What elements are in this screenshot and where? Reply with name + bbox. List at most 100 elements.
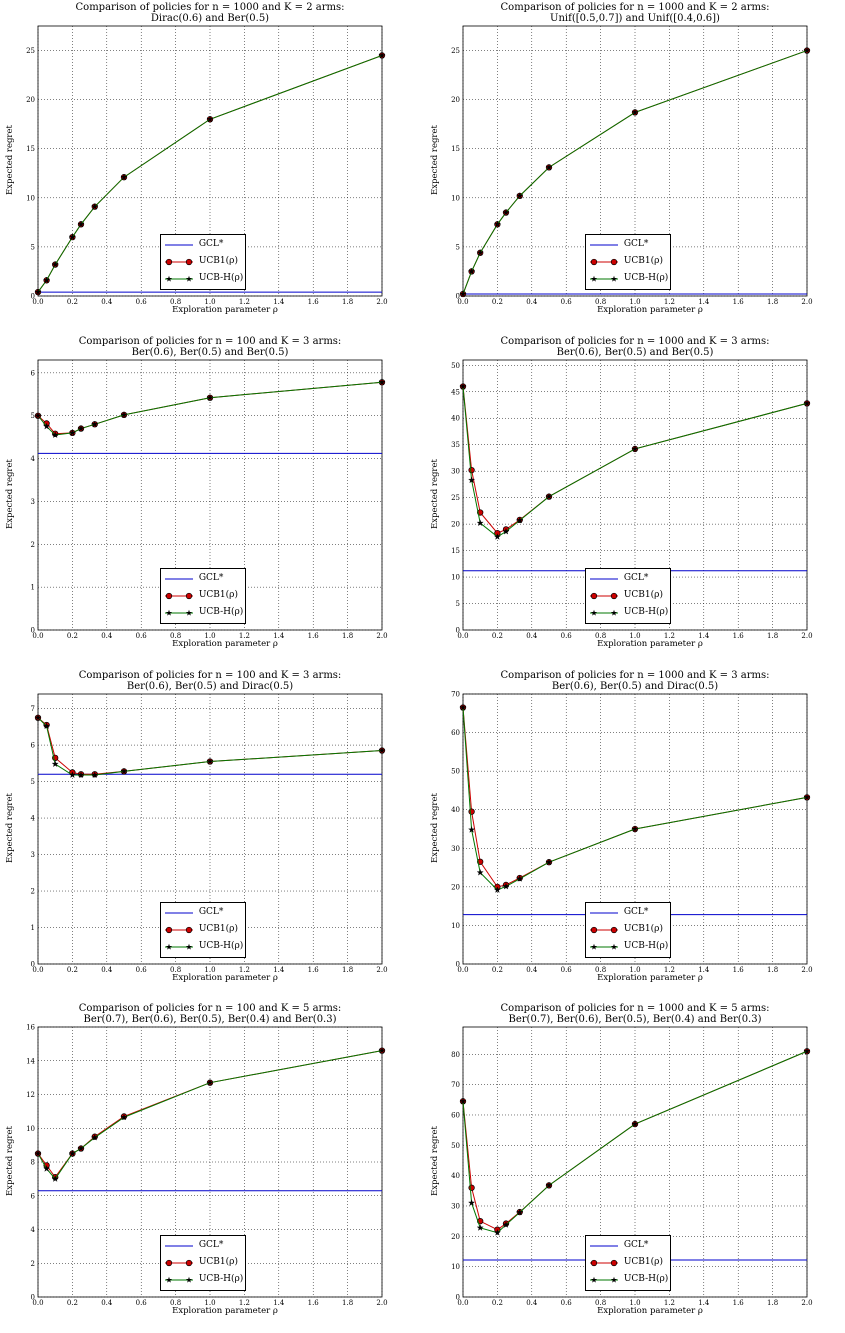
- legend-label: UCB1(ρ): [623, 256, 663, 266]
- y-tick-label: 3: [31, 851, 35, 859]
- y-tick-label: 40: [451, 806, 460, 814]
- y-tick-label: 0: [456, 627, 460, 635]
- x-tick-label: 0.8: [595, 298, 606, 306]
- y-tick-label: 45: [451, 388, 460, 396]
- x-tick-label: 0.2: [67, 632, 78, 640]
- x-tick-label: 0.6: [136, 632, 148, 640]
- x-tick-label: 0.8: [170, 632, 181, 640]
- data-point-ucbh: [631, 1120, 639, 1128]
- chart-legend: GCL* UCB1(ρ) UCB-H(ρ): [584, 902, 671, 958]
- legend-entry: GCL*: [588, 238, 668, 252]
- y-tick-label: 10: [451, 1263, 460, 1271]
- x-tick-label: 1.0: [204, 966, 215, 974]
- x-tick-label: 0.6: [561, 298, 573, 306]
- data-point-ucbh: [468, 267, 476, 275]
- x-tick-label: 0.2: [492, 632, 503, 640]
- legend-label: UCB1(ρ): [198, 590, 238, 600]
- y-tick-label: 30: [451, 468, 460, 476]
- y-axis-label: Expected regret: [5, 1126, 15, 1196]
- data-point-ucbh: [476, 249, 484, 256]
- data-point-ucbh: [545, 1181, 553, 1189]
- x-tick-label: 2.0: [376, 966, 387, 974]
- y-tick-label: 50: [451, 1142, 460, 1150]
- y-tick-label: 20: [451, 521, 460, 529]
- chart-panel: Comparison of policies for n = 1000 and …: [425, 668, 845, 1000]
- legend-swatch: [164, 275, 193, 282]
- x-tick-label: 1.4: [698, 298, 710, 306]
- chart-title-line1: Comparison of policies for n = 100 and K…: [78, 1003, 342, 1014]
- x-tick-label: 1.6: [733, 632, 745, 640]
- x-tick-label: 0.6: [136, 1299, 148, 1307]
- x-tick-label: 0.2: [492, 298, 503, 306]
- chart-legend: GCL* UCB1(ρ) UCB-H(ρ): [159, 1235, 246, 1291]
- legend-label: UCB-H(ρ): [623, 607, 669, 617]
- legend-swatch: [589, 943, 618, 950]
- data-point-ucb1: [468, 1184, 475, 1191]
- legend-label: UCB-H(ρ): [623, 941, 669, 951]
- data-point-ucbh: [91, 202, 99, 210]
- x-axis-label: Exploration parameter ρ: [597, 1306, 703, 1316]
- y-tick-label: 20: [451, 96, 460, 104]
- data-point-ucbh: [51, 760, 59, 768]
- x-tick-label: 1.2: [664, 966, 675, 974]
- x-tick-label: 0.2: [67, 966, 78, 974]
- legend-entry: UCB-H(ρ): [588, 1273, 668, 1287]
- legend-label: GCL*: [198, 1240, 224, 1250]
- legend-label: GCL*: [198, 573, 224, 583]
- y-tick-label: 80: [451, 1051, 460, 1059]
- data-point-ucbh: [459, 382, 467, 390]
- y-tick-label: 0: [456, 961, 460, 969]
- data-point-ucbh: [120, 767, 128, 775]
- legend-label: UCB1(ρ): [198, 924, 238, 934]
- y-axis-label: Expected regret: [430, 1126, 440, 1196]
- chart-title-line1: Comparison of policies for n = 1000 and …: [500, 336, 770, 347]
- x-tick-label: 1.6: [733, 298, 745, 306]
- data-point-ucbh: [378, 1046, 386, 1054]
- y-tick-label: 6: [31, 742, 36, 750]
- x-axis-label: Exploration parameter ρ: [172, 639, 278, 649]
- y-axis-label: Expected regret: [430, 793, 440, 863]
- chart-panel: Comparison of policies for n = 100 and K…: [0, 1001, 420, 1333]
- x-tick-label: 0.8: [595, 632, 606, 640]
- legend-entry: UCB1(ρ): [588, 923, 668, 937]
- legend-swatch: [589, 912, 618, 914]
- x-tick-label: 0.6: [561, 1299, 573, 1307]
- y-tick-label: 3: [31, 498, 35, 506]
- data-point-ucbh: [493, 533, 501, 540]
- y-tick-label: 15: [26, 145, 35, 153]
- y-tick-label: 2: [31, 541, 35, 549]
- y-tick-label: 10: [451, 194, 460, 202]
- data-point-ucbh: [631, 825, 639, 832]
- data-point-ucbh: [34, 714, 42, 721]
- x-tick-label: 0.0: [32, 966, 43, 974]
- plot-frame: [462, 1026, 808, 1298]
- data-point-ucbh: [206, 1079, 214, 1086]
- y-tick-label: 15: [451, 145, 460, 153]
- legend-label: UCB-H(ρ): [198, 1274, 244, 1284]
- x-tick-label: 1.2: [239, 632, 250, 640]
- legend-entry: UCB-H(ρ): [163, 272, 243, 286]
- y-tick-label: 0: [31, 961, 35, 969]
- legend-entry: UCB1(ρ): [163, 589, 243, 603]
- data-point-ucbh: [68, 233, 76, 241]
- x-tick-label: 1.2: [239, 966, 250, 974]
- x-tick-label: 1.4: [273, 298, 285, 306]
- legend-swatch: [164, 1259, 193, 1267]
- chart-title: Comparison of policies for n = 1000 and …: [0, 2, 420, 24]
- x-tick-label: 1.2: [664, 632, 675, 640]
- x-tick-label: 1.0: [204, 1299, 215, 1307]
- y-tick-label: 40: [451, 415, 460, 423]
- y-tick-label: 10: [451, 922, 460, 930]
- x-tick-label: 2.0: [376, 632, 387, 640]
- x-tick-label: 0.8: [170, 966, 181, 974]
- data-point-ucbh: [68, 429, 76, 436]
- x-tick-label: 1.8: [767, 966, 778, 974]
- data-point-ucbh: [43, 722, 51, 730]
- x-axis-label: Exploration parameter ρ: [597, 639, 703, 649]
- data-point-ucbh: [206, 757, 214, 765]
- legend-entry: GCL*: [588, 906, 668, 920]
- x-tick-label: 0.8: [170, 298, 181, 306]
- x-tick-label: 1.4: [698, 966, 710, 974]
- x-tick-label: 0.4: [526, 966, 538, 974]
- x-axis-label: Exploration parameter ρ: [172, 305, 278, 315]
